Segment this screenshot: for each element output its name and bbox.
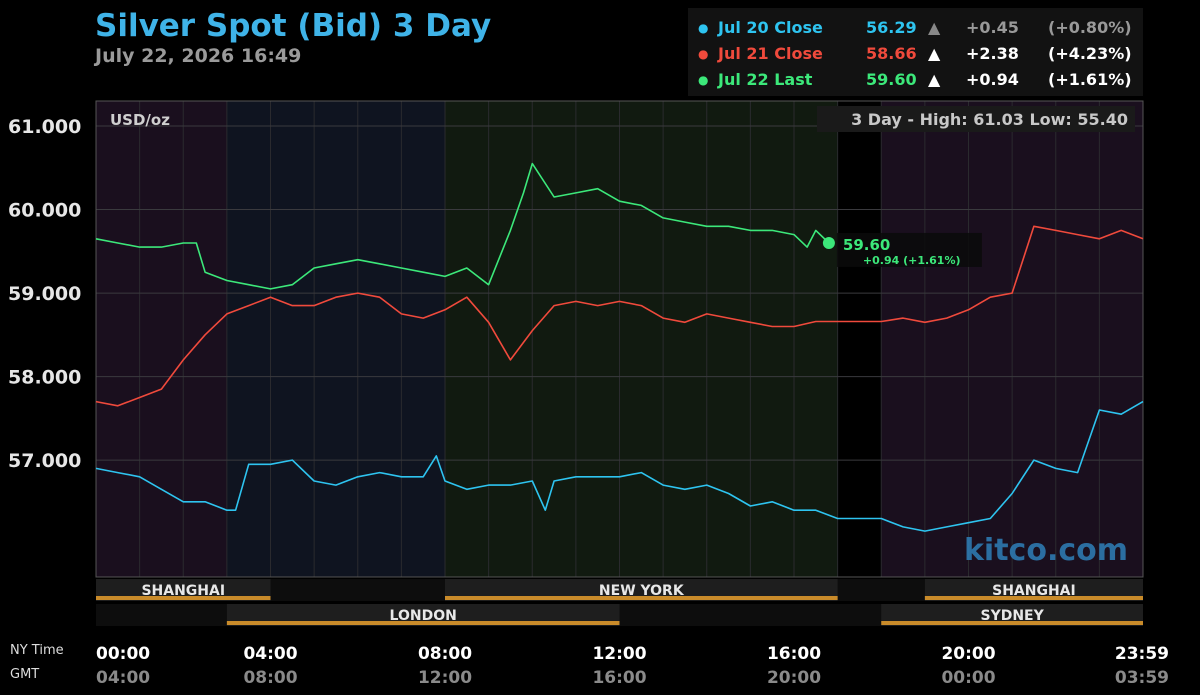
y-tick-label: 57.000 — [8, 450, 81, 472]
session-label: SHANGHAI — [141, 583, 225, 599]
x-tick-label-ny: 16:00 — [767, 644, 821, 664]
legend-label: Jul 20 Close — [718, 18, 823, 37]
session-block-sydney — [881, 604, 1143, 626]
watermark: kitco.com — [964, 533, 1128, 568]
last-price-label: 59.60 — [843, 236, 890, 254]
up-arrow-icon: ▲ — [928, 44, 941, 63]
unit-label: USD/oz — [110, 111, 170, 129]
x-tick-label-ny: 00:00 — [96, 644, 150, 664]
session-shading — [96, 101, 227, 577]
legend-label: Jul 22 Last — [718, 70, 813, 89]
x-tick-label-ny: 12:00 — [592, 644, 646, 664]
legend-change: +0.45 — [966, 18, 1019, 37]
y-tick-label: 58.000 — [8, 367, 81, 389]
x-tick-label-ny: 20:00 — [941, 644, 995, 664]
legend-value: 56.29 — [866, 18, 917, 37]
session-shading — [445, 101, 838, 577]
session-block-new-york — [445, 579, 838, 601]
x-tick-label-gmt: 16:00 — [592, 668, 646, 688]
legend-dot-icon: ● — [698, 21, 709, 35]
x-tick-label-ny: 08:00 — [418, 644, 472, 664]
series-line-jul-20-close — [95, 400, 1144, 532]
session-shading — [226, 101, 445, 577]
legend-change: +2.38 — [966, 44, 1019, 63]
x-tick-label-ny: 23:59 — [1115, 644, 1169, 664]
up-arrow-icon: ▲ — [928, 70, 941, 89]
plot-border — [95, 100, 1144, 578]
legend-percent: (+4.23%) — [1048, 44, 1132, 63]
session-label: NEW YORK — [599, 583, 685, 599]
legend-dot-icon: ● — [698, 47, 709, 61]
y-tick-label: 60.000 — [8, 200, 81, 222]
legend-row-jul22: ● Jul 22 Last 59.60 ▲ +0.94 (+1.61%) — [688, 70, 1143, 96]
last-price-marker — [822, 236, 835, 249]
last-price-change: +0.94 (+1.61%) — [863, 254, 961, 267]
session-label: LONDON — [390, 608, 457, 624]
x-tick-label-gmt: 20:00 — [767, 668, 821, 688]
x-tick-label-gmt: 03:59 — [1115, 668, 1169, 688]
session-label: SHANGHAI — [992, 583, 1076, 599]
up-arrow-icon: ▲ — [928, 18, 941, 37]
gmt-label: GMT — [10, 667, 40, 682]
legend-label: Jul 21 Close — [718, 44, 823, 63]
session-block-shanghai — [96, 579, 271, 601]
last-price-box — [836, 232, 982, 267]
chart-timestamp: July 22, 2026 16:49 — [95, 45, 302, 67]
y-tick-label: 59.000 — [8, 283, 81, 305]
x-tick-label-gmt: 12:00 — [418, 668, 472, 688]
legend-row-jul21: ● Jul 21 Close 58.66 ▲ +2.38 (+4.23%) — [688, 44, 1143, 70]
legend-percent: (+1.61%) — [1048, 70, 1132, 89]
y-tick-label: 61.000 — [8, 116, 81, 138]
chart-title: Silver Spot (Bid) 3 Day — [95, 8, 492, 44]
session-block-london — [226, 604, 620, 626]
legend-change: +0.94 — [966, 70, 1019, 89]
x-tick-label-gmt: 00:00 — [941, 668, 995, 688]
range-info-box — [817, 106, 1135, 132]
ny-time-label: NY Time — [10, 643, 64, 658]
x-tick-label-gmt: 08:00 — [243, 668, 297, 688]
legend-value: 58.66 — [866, 44, 917, 63]
legend-value: 59.60 — [866, 70, 917, 89]
x-tick-label-ny: 04:00 — [243, 644, 297, 664]
session-shading — [837, 101, 882, 577]
legend-panel: ● Jul 20 Close 56.29 ▲ +0.45 (+0.80%) ● … — [688, 8, 1143, 96]
legend-row-jul20: ● Jul 20 Close 56.29 ▲ +0.45 (+0.80%) — [688, 18, 1143, 44]
range-info: 3 Day - High: 61.03 Low: 55.40 — [851, 110, 1128, 129]
legend-percent: (+0.80%) — [1048, 18, 1132, 37]
series-line-jul-22-last — [95, 162, 830, 290]
series-line-jul-21-close — [95, 225, 1144, 407]
session-label: SYDNEY — [980, 608, 1044, 624]
x-tick-label-gmt: 04:00 — [96, 668, 150, 688]
legend-dot-icon: ● — [698, 73, 709, 87]
session-block-shanghai — [924, 579, 1143, 601]
